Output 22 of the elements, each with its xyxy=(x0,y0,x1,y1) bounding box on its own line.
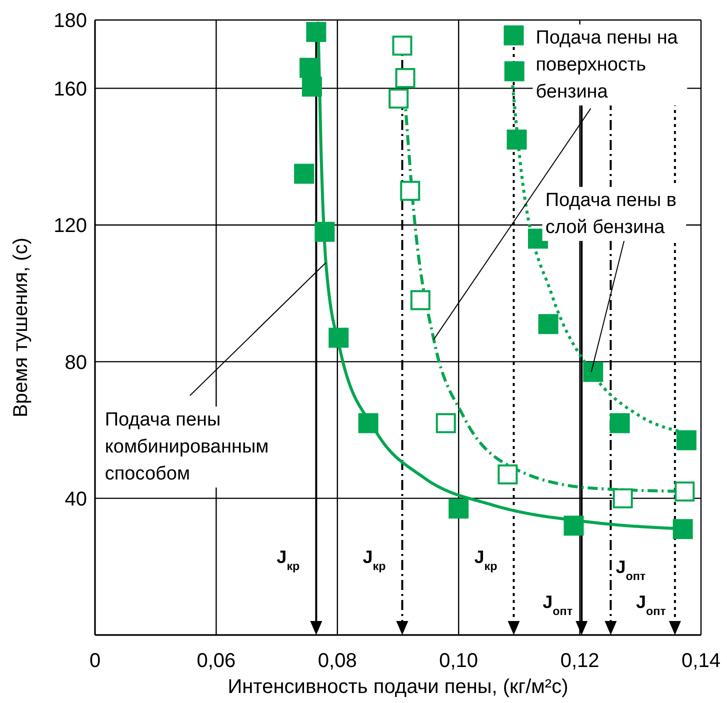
y-tick-label: 40 xyxy=(64,488,87,510)
ref-line-label: J$_{кр}$ xyxy=(474,547,498,572)
x-tick-label: 0,12 xyxy=(560,650,600,672)
x-tick-label: 0,10 xyxy=(439,650,478,672)
y-tick-label: 180 xyxy=(54,10,87,32)
ref-line-label: J$_{кр}$ xyxy=(276,547,300,572)
ref-line-label: J$_{кр}$ xyxy=(362,547,386,572)
ref-line-label: J$_{опт}$ xyxy=(542,592,573,618)
y-tick-label: 80 xyxy=(64,352,87,374)
y-tick-label: 160 xyxy=(54,78,87,100)
annotation: Подача пены в слой бензина xyxy=(545,190,676,238)
y-tick-label: 120 xyxy=(54,215,87,238)
ref-line-label: J$_{опт}$ xyxy=(636,592,666,618)
ref-line-label: J$_{опт}$ xyxy=(616,557,646,582)
x-tick-label: 0 xyxy=(89,650,101,672)
annotation: Подача пены на поверхность бензина xyxy=(536,27,678,102)
x-tick-label: 0,14 xyxy=(682,650,720,672)
x-tick-label: 0,08 xyxy=(318,650,357,672)
x-tick-label: 0,06 xyxy=(196,650,236,672)
x-axis-title: Интенсивность подачи пены, (кг/м²с) xyxy=(228,676,568,698)
y-axis-title: Время тушения, (с) xyxy=(10,238,32,418)
annotation: Подача пены комбинированным способом xyxy=(104,410,269,485)
